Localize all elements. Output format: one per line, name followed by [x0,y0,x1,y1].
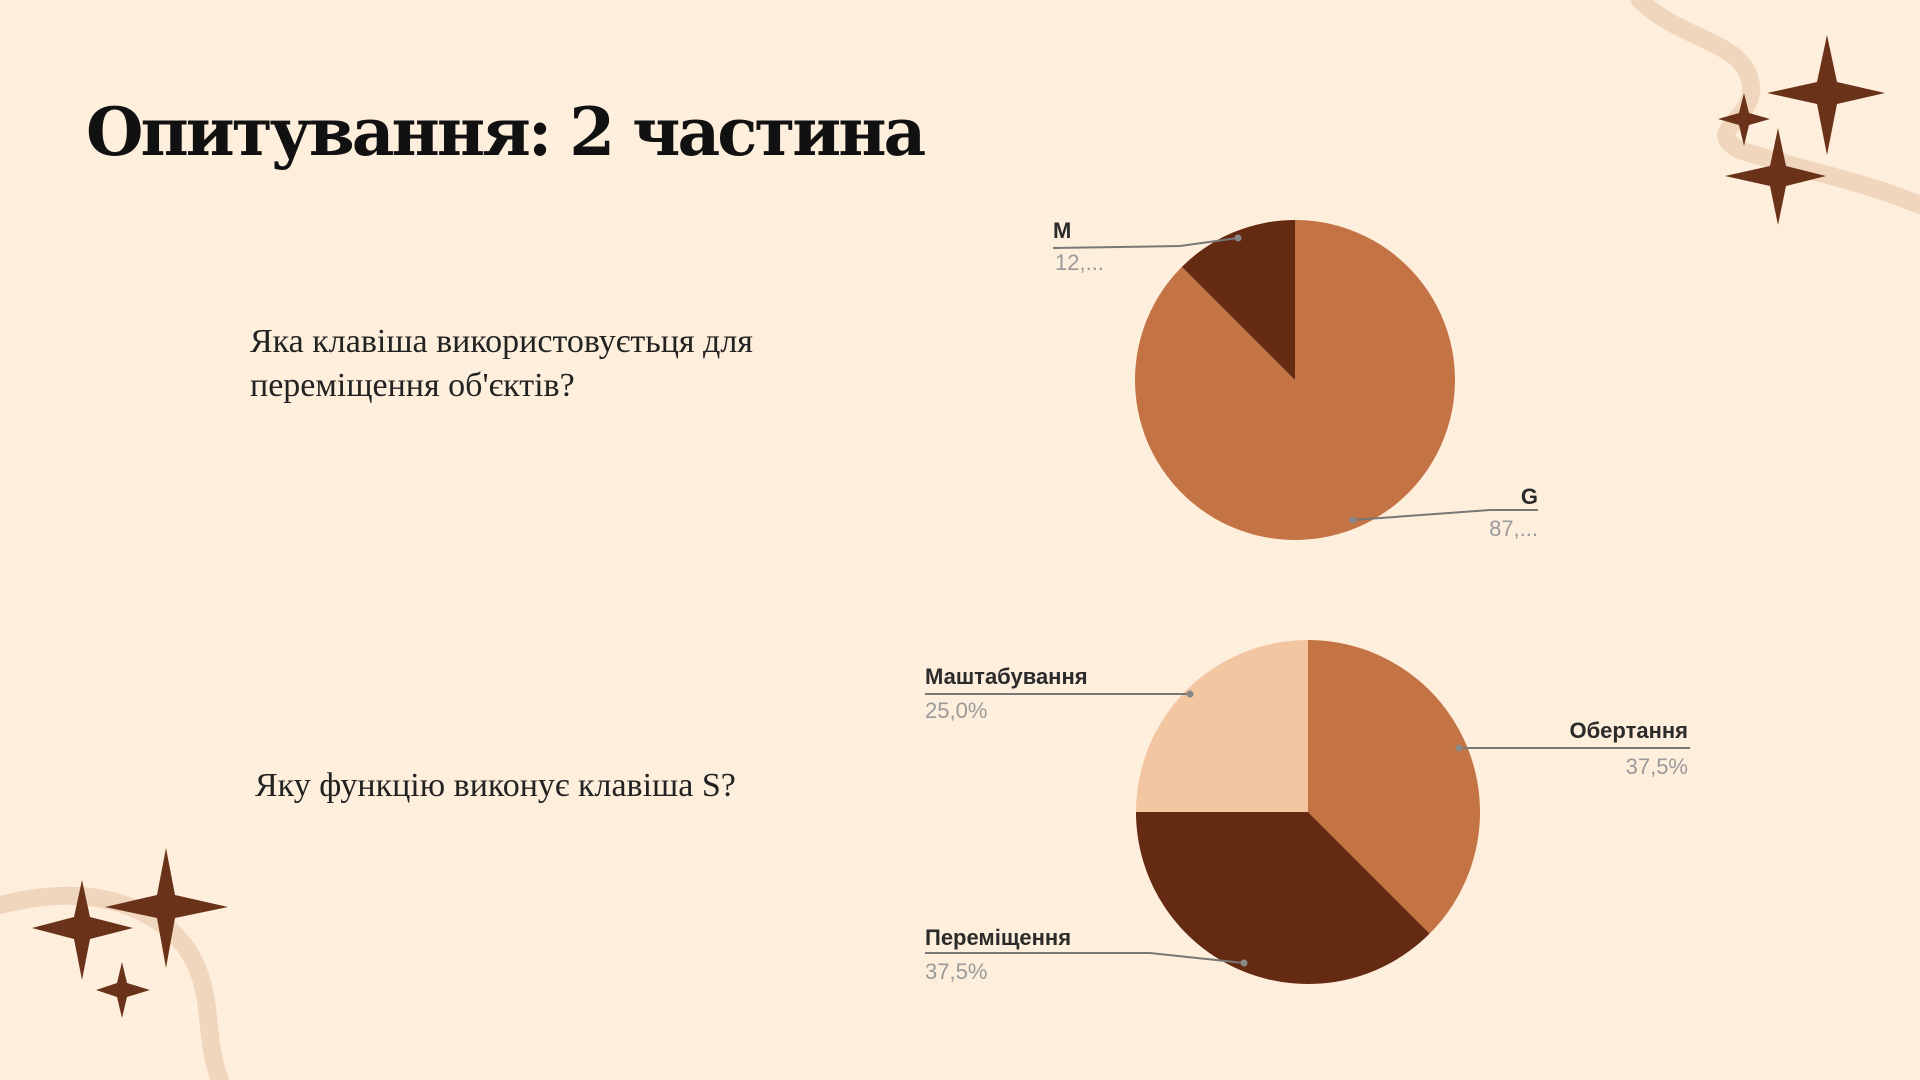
leader-dot [1240,959,1248,967]
leader-line [925,952,1245,964]
slice-label-name: G [1521,484,1538,509]
leader-line [1052,237,1239,249]
slice-label-name: Обертання [1569,718,1688,743]
slice-label-value: 87,... [1489,516,1538,541]
page-title: Опитування: 2 частина [86,93,926,171]
pie-slice-0 [1308,640,1481,934]
slice-label-value: 25,0% [925,698,987,723]
leader-dot [1186,690,1194,698]
leader-dot [1234,234,1242,242]
pie-slice-2 [1136,640,1308,812]
leader-line [1352,509,1538,521]
slice-label-value: 37,5% [925,959,987,984]
slice-label-name: M [1053,218,1071,243]
question-1-text: Яка клавіша використовуєтьця для переміщ… [250,323,753,404]
pie-slice-1 [1181,220,1295,380]
pie-slice-1 [1136,812,1430,985]
question-2-text: Яку функцію виконує клавіша S? [255,767,736,804]
slice-label-value: 12,... [1055,250,1104,275]
slice-label-value: 37,5% [1626,754,1688,779]
leader-dot [1455,744,1463,752]
slice-label-name: Переміщення [925,925,1071,950]
leader-dot [1349,516,1357,524]
slice-label-name: Маштабування [925,664,1088,689]
